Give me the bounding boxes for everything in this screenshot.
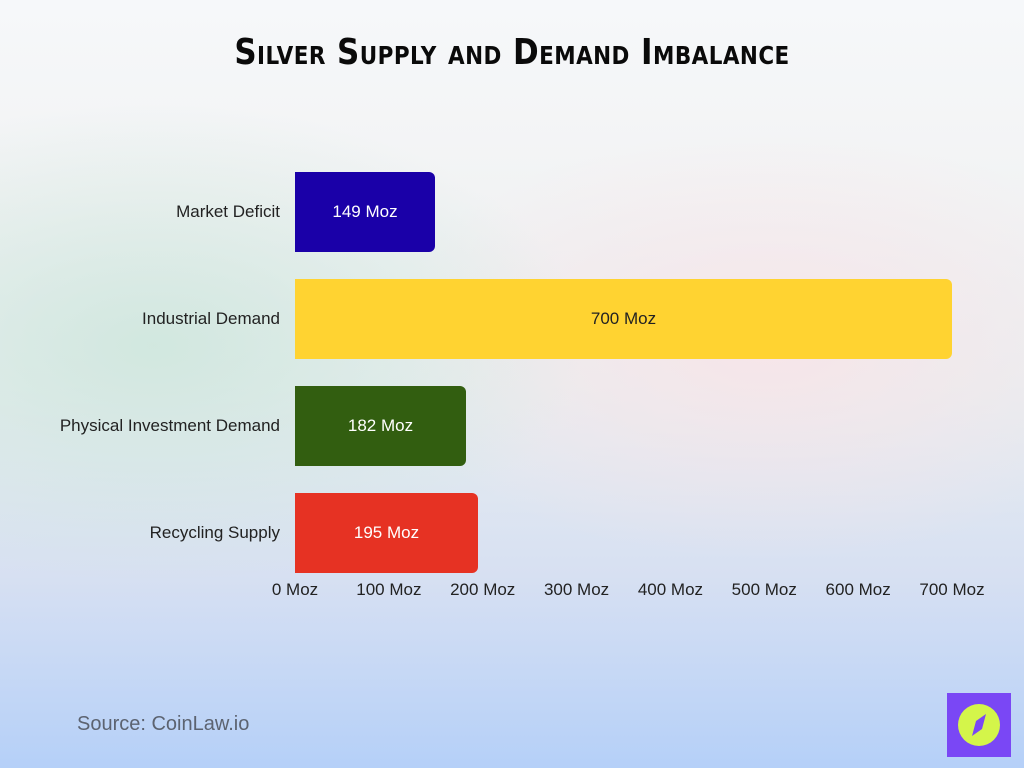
x-axis-tick: 700 Moz [919,580,985,599]
source-text: Source: CoinLaw.io [77,713,250,735]
x-axis-tick: 0 Moz [271,580,319,599]
brand-logo [947,693,1011,757]
chart-title: Silver Supply and Demand Imbalance [234,32,790,73]
x-axis-tick: 300 Moz [543,580,610,599]
bar: 182 Moz [295,386,466,466]
x-axis-tick: 200 Moz [450,580,516,599]
bar-value-label: 182 Moz [347,416,414,435]
bar: 700 Moz [295,279,952,359]
bar-value-label: 700 Moz [590,309,657,328]
x-axis-tick: 400 Moz [637,580,704,599]
category-label: Recycling Supply [149,523,280,542]
bar-value-label: 195 Moz [353,523,420,542]
x-axis-tick: 500 Moz [731,580,797,599]
bar: 149 Moz [295,172,435,252]
x-axis-tick: 100 Moz [356,580,422,599]
x-axis-tick: 600 Moz [825,580,891,599]
category-label: Market Deficit [176,202,280,221]
compass-icon [958,704,1000,746]
category-label: Physical Investment Demand [59,416,280,435]
bar: 195 Moz [295,493,478,573]
bar-value-label: 149 Moz [332,202,398,221]
category-label: Industrial Demand [142,309,280,328]
